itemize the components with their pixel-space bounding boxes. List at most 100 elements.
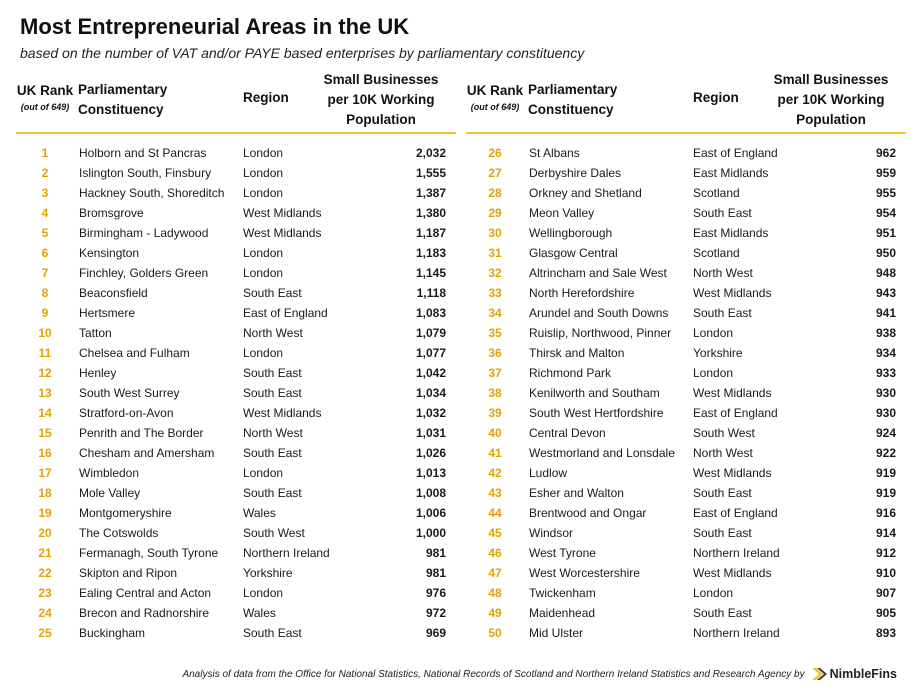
- region-cell: South East: [243, 486, 302, 500]
- value-cell: 972: [425, 606, 446, 620]
- table-row: 48 Twickenham London 907: [466, 583, 906, 603]
- rank-cell: 6: [41, 246, 49, 260]
- rank-cell: 9: [41, 306, 49, 320]
- constituency-cell: Central Devon: [529, 426, 606, 440]
- header-constituency: Parliamentary Constituency: [78, 82, 168, 117]
- rank-cell: 16: [38, 446, 52, 460]
- rank-cell: 41: [488, 446, 502, 460]
- header-rank: UK Rank (out of 649): [16, 82, 74, 116]
- rank-cell: 4: [41, 206, 49, 220]
- value-cell: 930: [875, 386, 896, 400]
- region-cell: East Midlands: [693, 166, 769, 180]
- table-row: 33 North Herefordshire West Midlands 943: [466, 283, 906, 303]
- table-row: 12 Henley South East 1,042: [16, 363, 456, 383]
- region-cell: East of England: [693, 506, 778, 520]
- constituency-cell: Buckingham: [79, 626, 146, 640]
- constituency-cell: Stratford-on-Avon: [79, 406, 174, 420]
- constituency-cell: Glasgow Central: [529, 246, 618, 260]
- value-cell: 1,145: [415, 266, 446, 280]
- value-cell: 1,077: [415, 346, 446, 360]
- value-cell: 1,380: [415, 206, 446, 220]
- table-header: UK Rank (out of 649) Parliamentary Const…: [466, 70, 906, 134]
- value-cell: 950: [875, 246, 896, 260]
- table-row: 50 Mid Ulster Northern Ireland 893: [466, 623, 906, 643]
- region-cell: Scotland: [693, 246, 740, 260]
- region-cell: South East: [693, 606, 752, 620]
- region-cell: South East: [243, 286, 302, 300]
- constituency-cell: Mole Valley: [79, 486, 141, 500]
- header-rank: UK Rank (out of 649): [466, 82, 524, 116]
- rank-cell: 43: [488, 486, 502, 500]
- constituency-cell: West Worcestershire: [529, 566, 640, 580]
- rank-cell: 39: [488, 406, 502, 420]
- table-row: 23 Ealing Central and Acton London 976: [16, 583, 456, 603]
- region-cell: West Midlands: [243, 206, 322, 220]
- rank-cell: 37: [488, 366, 502, 380]
- rank-cell: 2: [41, 166, 49, 180]
- table-row: 21 Fermanagh, South Tyrone Northern Irelan…: [16, 543, 456, 563]
- footer: Analysis of data from the Office for Nat…: [0, 666, 897, 682]
- table-row: 17 Wimbledon London 1,013: [16, 463, 456, 483]
- table-row: 19 Montgomeryshire Wales 1,006: [16, 503, 456, 523]
- value-cell: 981: [425, 566, 446, 580]
- rank-cell: 28: [488, 186, 502, 200]
- value-cell: 943: [875, 286, 896, 300]
- table-body-left: 1 Holborn and St Pancras London 2,032 2 Islin…: [16, 143, 456, 643]
- constituency-cell: Altrincham and Sale West: [529, 266, 667, 280]
- nimblefins-chevron-icon: [811, 668, 827, 680]
- table-row: 1 Holborn and St Pancras London 2,032: [16, 143, 456, 163]
- region-cell: North West: [693, 446, 753, 460]
- table-row: 24 Brecon and Radnorshire Wales 972: [16, 603, 456, 623]
- table-row: 7 Finchley, Golders Green London 1,145: [16, 263, 456, 283]
- constituency-cell: Wellingborough: [529, 226, 613, 240]
- constituency-cell: Beaconsfield: [79, 286, 148, 300]
- rank-cell: 23: [38, 586, 52, 600]
- table-row: 45 Windsor South East 914: [466, 523, 906, 543]
- rank-cell: 27: [488, 166, 502, 180]
- constituency-cell: Brentwood and Ongar: [529, 506, 647, 520]
- value-cell: 934: [875, 346, 896, 360]
- value-cell: 1,079: [415, 326, 446, 340]
- constituency-cell: Skipton and Ripon: [79, 566, 178, 580]
- region-cell: North West: [243, 426, 303, 440]
- table-row: 6 Kensington London 1,183: [16, 243, 456, 263]
- value-cell: 916: [875, 506, 896, 520]
- constituency-cell: The Cotswolds: [79, 526, 159, 540]
- table-row: 13 South West Surrey South East 1,034: [16, 383, 456, 403]
- region-cell: London: [693, 586, 734, 600]
- table-row: 38 Kenilworth and Southam West Midlands 930: [466, 383, 906, 403]
- header-rank-sublabel: (out of 649): [470, 102, 520, 112]
- table-row: 3 Hackney South, Shoreditch London 1,387: [16, 183, 456, 203]
- page-title: Most Entrepreneurial Areas in the UK: [20, 14, 410, 39]
- constituency-cell: Hackney South, Shoreditch: [79, 186, 225, 200]
- table-panel-left: UK Rank (out of 649) Parliamentary Const…: [16, 70, 456, 643]
- region-cell: Wales: [243, 506, 276, 520]
- value-cell: 933: [875, 366, 896, 380]
- region-cell: London: [243, 166, 284, 180]
- rank-cell: 50: [488, 626, 502, 640]
- region-cell: South East: [693, 306, 752, 320]
- table-row: 47 West Worcestershire West Midlands 910: [466, 563, 906, 583]
- constituency-cell: Windsor: [529, 526, 574, 540]
- constituency-cell: Orkney and Shetland: [529, 186, 642, 200]
- constituency-cell: Derbyshire Dales: [529, 166, 622, 180]
- page-subtitle: based on the number of VAT and/or PAYE b…: [20, 45, 585, 61]
- value-cell: 962: [875, 146, 896, 160]
- region-cell: Northern Ireland: [693, 626, 780, 640]
- rank-cell: 47: [488, 566, 502, 580]
- value-cell: 941: [875, 306, 896, 320]
- table-row: 35 Ruislip, Northwood, Pinner London 938: [466, 323, 906, 343]
- region-cell: South East: [693, 206, 752, 220]
- table-row: 31 Glasgow Central Scotland 950: [466, 243, 906, 263]
- region-cell: London: [243, 586, 284, 600]
- table-row: 43 Esher and Walton South East 919: [466, 483, 906, 503]
- value-cell: 954: [875, 206, 896, 220]
- rank-cell: 20: [38, 526, 52, 540]
- value-cell: 1,187: [415, 226, 446, 240]
- rank-cell: 1: [41, 146, 49, 160]
- constituency-cell: Bromsgrove: [79, 206, 144, 220]
- table-row: 39 South West Hertfordshire East of Englan…: [466, 403, 906, 423]
- region-cell: London: [243, 246, 284, 260]
- rank-cell: 46: [488, 546, 502, 560]
- constituency-cell: Birmingham - Ladywood: [79, 226, 209, 240]
